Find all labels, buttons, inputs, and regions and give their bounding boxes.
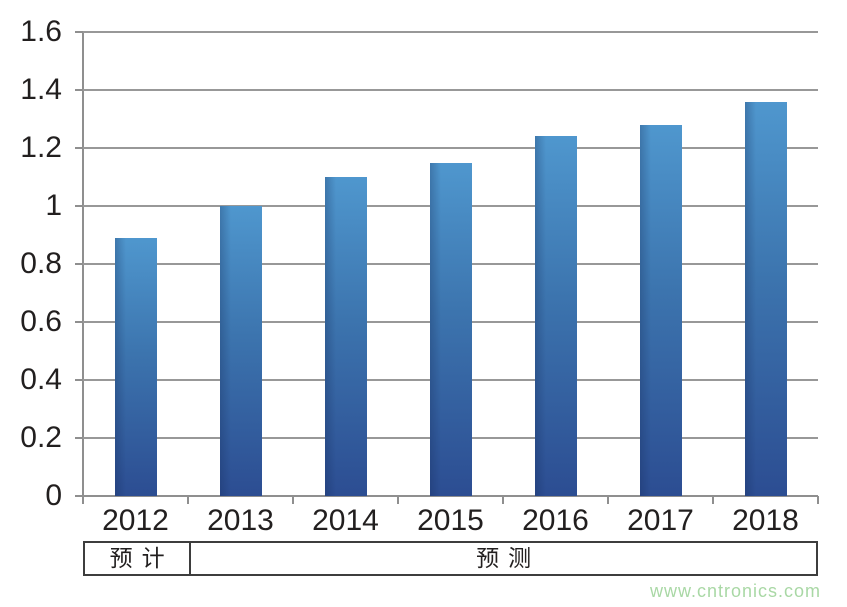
period-band-strip: 预计 预测 bbox=[83, 541, 818, 576]
y-axis-tick bbox=[75, 263, 83, 265]
x-axis-tick bbox=[502, 496, 504, 504]
y-tick-label: 0.4 bbox=[20, 363, 62, 396]
bar-2015 bbox=[429, 162, 472, 496]
x-tick-label: 2017 bbox=[627, 504, 694, 537]
y-tick-label: 1 bbox=[45, 189, 62, 222]
x-axis-tick bbox=[82, 496, 84, 504]
y-axis-tick bbox=[75, 147, 83, 149]
x-axis-tick bbox=[187, 496, 189, 504]
x-tick-label: 2014 bbox=[312, 504, 379, 537]
y-tick-label: 0.2 bbox=[20, 421, 62, 454]
bar-2017 bbox=[639, 124, 682, 496]
y-axis-tick bbox=[75, 89, 83, 91]
x-tick-label: 2012 bbox=[102, 504, 169, 537]
bar-2018 bbox=[744, 101, 787, 496]
y-axis-tick bbox=[75, 495, 83, 497]
bar-2016 bbox=[534, 136, 577, 496]
x-axis-tick bbox=[817, 496, 819, 504]
gridline bbox=[83, 89, 818, 91]
x-tick-label: 2016 bbox=[522, 504, 589, 537]
x-axis-tick bbox=[607, 496, 609, 504]
bar-2013 bbox=[219, 206, 262, 496]
gridline bbox=[83, 147, 818, 149]
x-axis-tick bbox=[397, 496, 399, 504]
x-tick-label: 2013 bbox=[207, 504, 274, 537]
y-axis-tick bbox=[75, 31, 83, 33]
y-axis-tick bbox=[75, 379, 83, 381]
y-tick-label: 0.8 bbox=[20, 247, 62, 280]
x-axis-line bbox=[83, 495, 818, 497]
y-tick-label: 0.6 bbox=[20, 305, 62, 338]
bar-2012 bbox=[114, 237, 157, 496]
y-tick-label: 0 bbox=[45, 479, 62, 512]
y-axis-tick bbox=[75, 205, 83, 207]
x-tick-label: 2015 bbox=[417, 504, 484, 537]
x-axis-tick bbox=[292, 496, 294, 504]
bar-2014 bbox=[324, 177, 367, 496]
period-band-cell: 预测 bbox=[476, 545, 541, 571]
y-axis-tick bbox=[75, 437, 83, 439]
period-band-cell: 预计 bbox=[85, 543, 192, 574]
y-tick-label: 1.6 bbox=[20, 15, 62, 48]
watermark-text: www.cntronics.com bbox=[649, 581, 821, 601]
x-tick-label: 2018 bbox=[732, 504, 799, 537]
y-axis-line bbox=[82, 32, 84, 504]
gridline bbox=[83, 31, 818, 33]
y-axis-tick bbox=[75, 321, 83, 323]
y-tick-label: 1.4 bbox=[20, 73, 62, 106]
x-axis-tick bbox=[712, 496, 714, 504]
y-tick-label: 1.2 bbox=[20, 131, 62, 164]
